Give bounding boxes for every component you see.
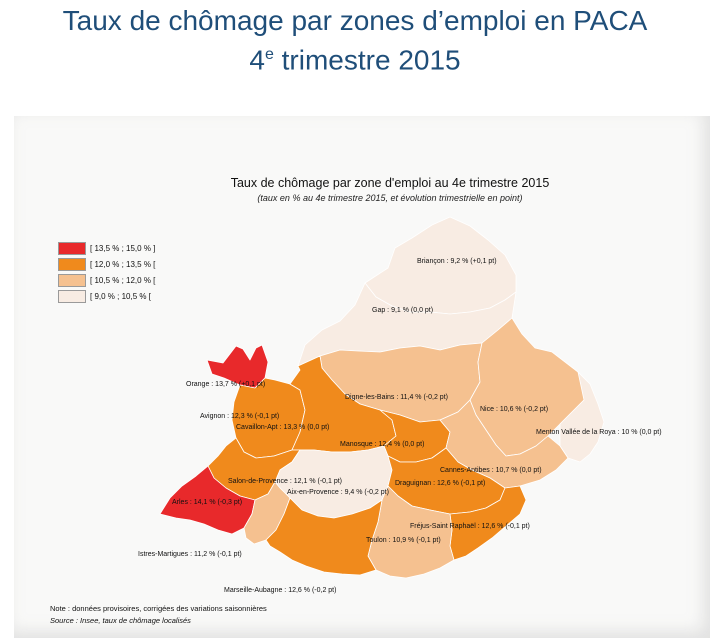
legend-label-class1: [ 13,5 % ; 15,0 % ]	[90, 244, 156, 253]
zone-label-istres: Istres-Martigues : 11,2 % (-0,1 pt)	[138, 551, 242, 558]
slide-title-quarter-number: 4	[249, 44, 265, 76]
zone-label-marseille: Marseille-Aubagne : 12,6 % (-0,2 pt)	[224, 587, 336, 594]
zone-label-cavaillon: Cavaillon-Apt : 13,3 % (0,0 pt)	[236, 424, 329, 431]
legend-label-class4: [ 9,0 % ; 10,5 % [	[90, 292, 151, 301]
zone-label-nice: Nice : 10,6 % (-0,2 pt)	[480, 406, 548, 413]
legend-item-class3: [ 10,5 % ; 12,0 % [	[58, 273, 155, 288]
zone-label-frejus: Fréjus-Saint Raphaël : 12,6 % (-0,1 pt)	[410, 523, 530, 530]
zone-label-salon: Salon-de-Provence : 12,1 % (-0,1 pt)	[228, 478, 342, 485]
slide-title-line1: Taux de chômage par zones d’emploi en PA…	[62, 5, 648, 36]
zone-label-briancon: Briançon : 9,2 % (+0,1 pt)	[417, 258, 497, 265]
zone-label-menton: Menton Vallée de la Roya : 10 % (0,0 pt)	[536, 429, 662, 436]
zone-label-avignon: Avignon : 12,3 % (-0,1 pt)	[200, 413, 279, 420]
slide-title-line2: 4e trimestre 2015	[0, 38, 710, 77]
legend-swatch-class1	[58, 242, 86, 255]
map-legend: [ 13,5 % ; 15,0 % ] [ 12,0 % ; 13,5 % [ …	[58, 241, 155, 305]
zone-marseille	[265, 497, 383, 576]
legend-swatch-class2	[58, 258, 86, 271]
map-title: Taux de chômage par zone d'emploi au 4e …	[230, 176, 550, 190]
legend-item-class4: [ 9,0 % ; 10,5 % [	[58, 289, 155, 304]
map-source: Source : Insee, taux de chômage localisé…	[50, 616, 191, 625]
zone-menton	[559, 371, 605, 463]
zone-label-draguignan: Draguignan : 12,6 % (-0,1 pt)	[395, 480, 485, 487]
legend-item-class1: [ 13,5 % ; 15,0 % ]	[58, 241, 155, 256]
zone-label-arles: Arles : 14,1 % (-0,3 pt)	[172, 499, 242, 506]
slide-title: Taux de chômage par zones d’emploi en PA…	[0, 4, 710, 77]
legend-swatch-class3	[58, 274, 86, 287]
zone-label-aix: Aix-en-Provence : 9,4 % (-0,2 pt)	[287, 489, 389, 496]
legend-swatch-class4	[58, 290, 86, 303]
zone-label-toulon: Toulon : 10,9 % (-0,1 pt)	[366, 537, 441, 544]
zone-orange	[206, 344, 269, 389]
slide-title-period: trimestre 2015	[273, 44, 461, 76]
legend-label-class3: [ 10,5 % ; 12,0 % [	[90, 276, 156, 285]
zone-label-orange: Orange : 13,7 % (+0,1 pt)	[186, 381, 265, 388]
slide-title-quarter-suffix: e	[264, 46, 274, 63]
zone-label-digne: Digne-les-Bains : 11,4 % (-0,2 pt)	[345, 394, 448, 401]
map-note: Note : données provisoires, corrigées de…	[50, 604, 267, 613]
zone-briancon	[364, 216, 517, 315]
zone-label-manosque: Manosque : 12,4 % (0,0 pt)	[340, 441, 424, 448]
legend-item-class2: [ 12,0 % ; 13,5 % [	[58, 257, 155, 272]
map-subtitle: (taux en % au 4e trimestre 2015, et évol…	[257, 193, 523, 203]
zone-frejus	[449, 485, 527, 561]
zone-label-gap: Gap : 9,1 % (0,0 pt)	[372, 307, 433, 314]
legend-label-class2: [ 12,0 % ; 13,5 % [	[90, 260, 156, 269]
zone-label-cannes: Cannes-Antibes : 10,7 % (0,0 pt)	[440, 467, 542, 474]
